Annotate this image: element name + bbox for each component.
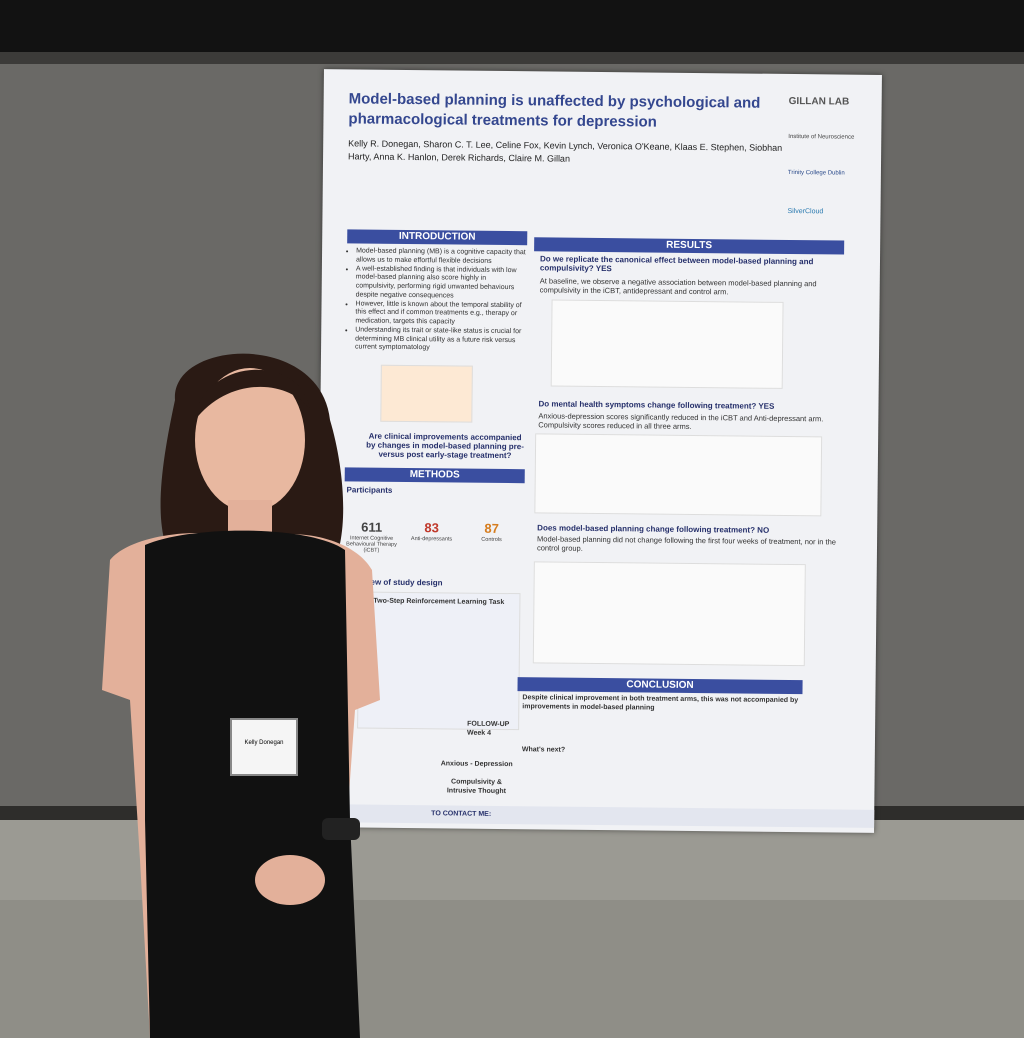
name-badge: Kelly Donegan (230, 718, 298, 776)
badge-name: Kelly Donegan (244, 740, 284, 746)
